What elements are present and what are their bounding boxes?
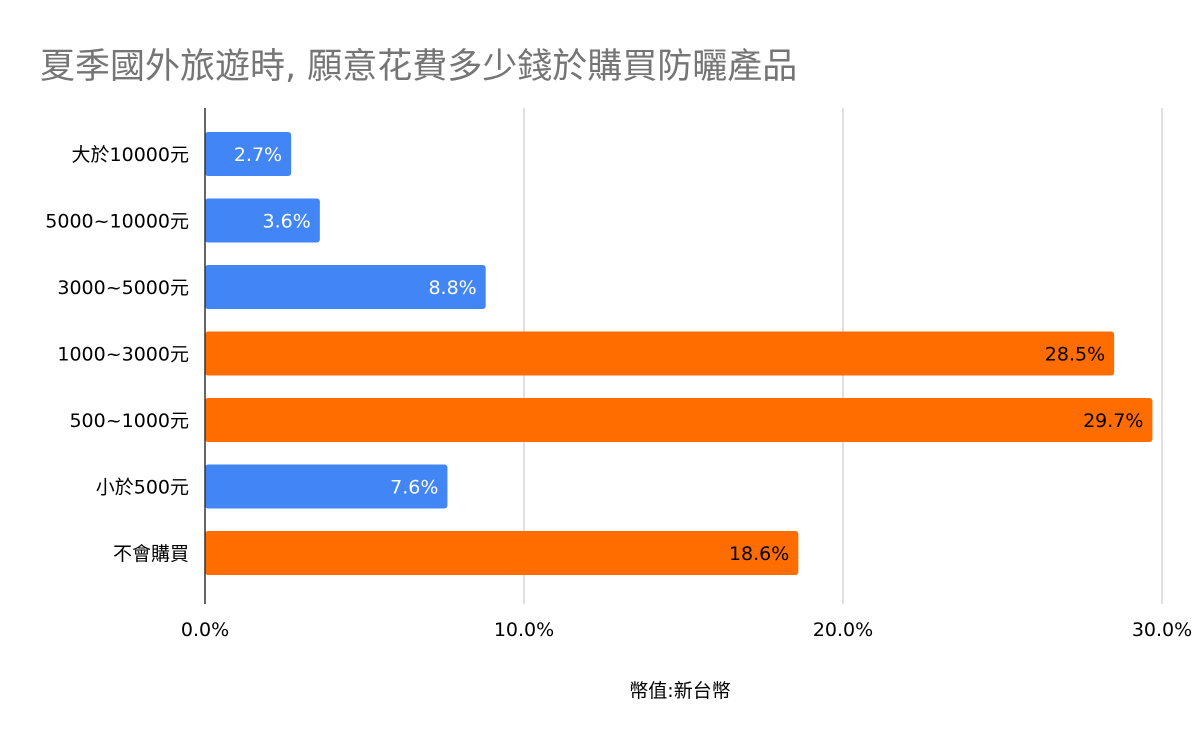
bar bbox=[205, 331, 1115, 376]
category-label: 不會購買 bbox=[113, 543, 189, 565]
bar bbox=[205, 265, 486, 309]
category-label: 1000~3000元 bbox=[57, 344, 189, 366]
bar-value-label: 2.7% bbox=[234, 144, 282, 166]
bar bbox=[205, 398, 1153, 442]
category-label: 500~1000元 bbox=[69, 410, 189, 432]
x-tick-label: 0.0% bbox=[181, 619, 229, 641]
category-label: 小於500元 bbox=[96, 477, 189, 499]
x-tick-label: 10.0% bbox=[494, 619, 554, 641]
bar-value-label: 28.5% bbox=[1045, 344, 1105, 366]
category-label: 大於10000元 bbox=[72, 144, 189, 166]
bar bbox=[205, 531, 799, 575]
bar-value-label: 29.7% bbox=[1083, 410, 1143, 432]
x-axis-title: 幣值:新台幣 bbox=[629, 680, 731, 702]
x-tick-label: 30.0% bbox=[1132, 619, 1192, 641]
bar-value-label: 7.6% bbox=[390, 477, 438, 499]
x-tick-labels: 0.0% 10.0% 20.0% 30.0% bbox=[181, 619, 1192, 641]
category-label: 3000~5000元 bbox=[57, 277, 189, 299]
bar-value-label: 3.6% bbox=[263, 211, 311, 233]
bar bbox=[205, 198, 320, 243]
category-label: 5000~10000元 bbox=[45, 211, 189, 233]
category-labels: 大於10000元 5000~10000元 3000~5000元 1000~3000元 5… bbox=[45, 144, 189, 565]
bar-value-label: 18.6% bbox=[729, 543, 789, 565]
bar bbox=[205, 132, 292, 176]
bars: 2.7% 3.6% 8.8% 28.5% 29.7% 7.6% 18.6% bbox=[205, 132, 1153, 575]
chart-title: 夏季國外旅遊時, 願意花費多少錢於購買防曬產品 bbox=[40, 47, 798, 87]
bar-value-label: 8.8% bbox=[428, 277, 476, 299]
bar bbox=[205, 464, 448, 509]
x-tick-label: 20.0% bbox=[813, 619, 873, 641]
